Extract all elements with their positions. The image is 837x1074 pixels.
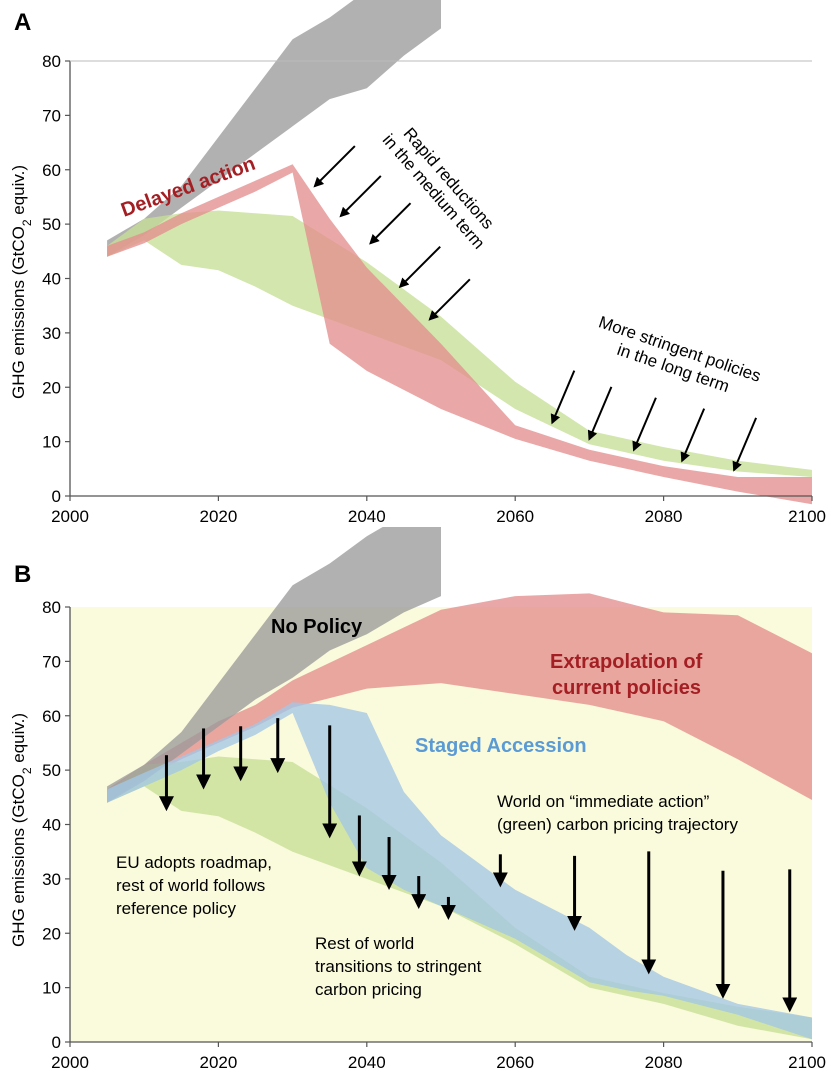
y-tick-label: 80 — [42, 598, 61, 617]
annotation-arrow — [632, 397, 657, 452]
y-tick-label: 70 — [42, 106, 61, 125]
x-tick-label: 2100 — [788, 507, 826, 526]
x-tick-label: 2080 — [645, 507, 683, 526]
annotation-line: World on “immediate action” — [497, 792, 710, 811]
x-tick-label: 2040 — [348, 1053, 386, 1072]
y-tick-label: 30 — [42, 324, 61, 343]
y-tick-label: 40 — [42, 270, 61, 289]
x-tick-label: 2060 — [496, 507, 534, 526]
annotation-line: carbon pricing — [315, 980, 422, 999]
y-tick-label: 50 — [42, 761, 61, 780]
axes-b: 0 10 20 30 40 50 60 70 80 2000 2020 2040 2060 2080 210… — [42, 598, 826, 1072]
y-tick-label: 30 — [42, 870, 61, 889]
emissions-band-1 — [107, 593, 812, 803]
annotation-arrow — [550, 370, 576, 425]
annotation-arrow — [680, 408, 706, 463]
y-tick-label: 10 — [42, 433, 61, 452]
axes-a: 0 10 20 30 40 50 60 70 80 2000 2020 2040 2060 2080 210… — [42, 52, 826, 526]
emissions-band-1 — [107, 0, 441, 257]
annotation-line: transitions to stringent — [315, 957, 482, 976]
annotation-arrow — [339, 175, 382, 218]
arrows-rapid-reductions — [313, 145, 471, 321]
x-tick-label: 2080 — [645, 1053, 683, 1072]
label-extrapolation-line2: current policies — [552, 677, 701, 699]
y-tick-label: 60 — [42, 161, 61, 180]
arrows-rest-of-world — [322, 725, 456, 920]
label-extrapolation-line1: Extrapolation of — [550, 651, 703, 673]
y-axis-label-b: GHG emissions (GtCO2 equiv.) — [9, 713, 34, 947]
panel-label-a: A — [14, 9, 31, 36]
annotation-line: rest of world follows — [116, 876, 265, 895]
y-tick-label: 60 — [42, 707, 61, 726]
emissions-band-2 — [107, 210, 812, 477]
annotation-arrow — [587, 386, 613, 441]
arrows-immediate-action — [492, 851, 798, 1013]
y-tick-label: 0 — [52, 487, 61, 506]
annotation-line: EU adopts roadmap, — [116, 853, 272, 872]
annotation-rest-of-world: Rest of world transitions to stringent c… — [315, 934, 482, 999]
annotation-eu-roadmap: EU adopts roadmap, rest of world follows… — [116, 853, 272, 918]
panel-b: B 0 10 20 30 40 50 60 70 80 2000 2020 2040 2060 2080 2… — [9, 527, 826, 1072]
y-tick-label: 20 — [42, 924, 61, 943]
panel-label-b: B — [14, 561, 31, 588]
x-tick-label: 2060 — [496, 1053, 534, 1072]
arrows-eu-roadmap — [158, 718, 286, 812]
emissions-band-4 — [107, 702, 812, 1040]
label-no-policy: No Policy — [271, 616, 363, 638]
y-tick-label: 80 — [42, 52, 61, 71]
annotation-arrow — [398, 245, 441, 289]
emissions-band-3 — [107, 527, 441, 803]
x-tick-label: 2040 — [348, 507, 386, 526]
x-tick-label: 2020 — [199, 1053, 237, 1072]
y-tick-label: 70 — [42, 652, 61, 671]
annotation-line: Rest of world — [315, 934, 414, 953]
x-tick-label: 2100 — [788, 1053, 826, 1072]
x-tick-label: 2000 — [51, 1053, 89, 1072]
y-tick-label: 50 — [42, 215, 61, 234]
label-staged-accession: Staged Accession — [415, 735, 587, 757]
y-tick-label: 40 — [42, 816, 61, 835]
annotation-arrow — [313, 145, 356, 188]
plot-background-a — [70, 61, 812, 496]
y-tick-label: 20 — [42, 378, 61, 397]
annotation-line: reference policy — [116, 899, 237, 918]
annotation-immediate-action: World on “immediate action” (green) carb… — [497, 792, 738, 834]
x-tick-label: 2000 — [51, 507, 89, 526]
y-tick-label: 10 — [42, 979, 61, 998]
panel-a: A 0 10 20 30 40 50 60 70 80 2000 2020 2040 2060 2080 2… — [9, 0, 826, 526]
annotation-arrow — [732, 417, 758, 472]
y-axis-label-a: GHG emissions (GtCO2 equiv.) — [9, 165, 34, 399]
bands-a — [107, 0, 812, 505]
arrows-stringent-long-term — [550, 370, 758, 472]
x-tick-label: 2020 — [199, 507, 237, 526]
annotation-arrow — [428, 278, 471, 321]
annotation-line: (green) carbon pricing trajectory — [497, 815, 738, 834]
annotation-arrow — [369, 202, 412, 245]
y-tick-label: 0 — [52, 1033, 61, 1052]
bands-b — [107, 527, 812, 1040]
